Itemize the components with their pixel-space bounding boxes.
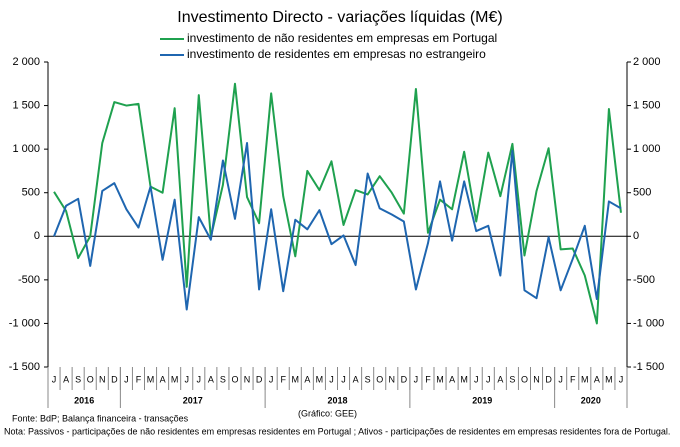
x-tick-label: N bbox=[389, 374, 396, 384]
x-tick-label: M bbox=[436, 374, 444, 384]
x-tick-label: J bbox=[619, 374, 624, 384]
x-tick-label: O bbox=[376, 374, 383, 384]
x-tick-label: J bbox=[414, 374, 419, 384]
y2-tick-label: 1 000 bbox=[633, 143, 661, 155]
y2-tick-label: 0 bbox=[633, 230, 639, 242]
year-label: 2017 bbox=[183, 395, 203, 405]
x-tick-label: J bbox=[124, 374, 129, 384]
x-tick-label: M bbox=[171, 374, 179, 384]
x-tick-label: J bbox=[52, 374, 57, 384]
y2-tick-label: -1 500 bbox=[633, 361, 664, 373]
chart-title: Investimento Directo - variações líquida… bbox=[177, 9, 502, 26]
x-tick-label: J bbox=[486, 374, 491, 384]
x-tick-label: M bbox=[316, 374, 324, 384]
x-tick-label: J bbox=[269, 374, 274, 384]
series-line bbox=[53, 142, 622, 311]
y-tick-label: -500 bbox=[18, 274, 40, 286]
x-tick-label: A bbox=[497, 374, 503, 384]
year-label: 2016 bbox=[74, 395, 94, 405]
note: Nota: Passivos - participações de não re… bbox=[4, 426, 670, 436]
x-tick-label: N bbox=[533, 374, 540, 384]
x-tick-label: M bbox=[292, 374, 300, 384]
y2-tick-label: 1 500 bbox=[633, 99, 661, 111]
y-tick-label: 0 bbox=[34, 230, 40, 242]
x-tick-label: M bbox=[147, 374, 155, 384]
x-tick-label: O bbox=[231, 374, 238, 384]
x-tick-label: S bbox=[220, 374, 226, 384]
year-label: 2018 bbox=[327, 395, 347, 405]
x-tick-label: A bbox=[208, 374, 214, 384]
y-tick-label: 500 bbox=[22, 187, 40, 199]
x-tick-label: F bbox=[136, 374, 142, 384]
x-tick-label: J bbox=[474, 374, 479, 384]
y-tick-label: -1 500 bbox=[9, 361, 40, 373]
x-tick-label: N bbox=[99, 374, 106, 384]
y-tick-label: -1 000 bbox=[9, 317, 40, 329]
x-tick-label: D bbox=[545, 374, 552, 384]
x-tick-label: F bbox=[280, 374, 286, 384]
series-line bbox=[53, 82, 622, 325]
y2-tick-label: 500 bbox=[633, 187, 651, 199]
y-tick-label: 2 000 bbox=[12, 56, 40, 68]
year-label: 2019 bbox=[472, 395, 492, 405]
x-tick-label: D bbox=[401, 374, 408, 384]
y-tick-label: 1 500 bbox=[12, 99, 40, 111]
source: Fonte: BdP; Balança financeira - transaç… bbox=[12, 413, 189, 423]
x-tick-label: S bbox=[365, 374, 371, 384]
x-tick-label: F bbox=[425, 374, 431, 384]
x-tick-label: F bbox=[570, 374, 576, 384]
legend-label: investimento de não residentes em empres… bbox=[187, 31, 497, 45]
x-tick-label: A bbox=[594, 374, 600, 384]
x-tick-label: D bbox=[256, 374, 263, 384]
credit: (Gráfico: GEE) bbox=[298, 408, 357, 418]
x-tick-label: D bbox=[111, 374, 118, 384]
x-tick-label: J bbox=[197, 374, 202, 384]
x-tick-label: J bbox=[329, 374, 334, 384]
x-tick-label: O bbox=[87, 374, 94, 384]
x-tick-label: A bbox=[449, 374, 455, 384]
legend-label: investimento de residentes em empresas n… bbox=[187, 47, 486, 61]
x-tick-label: S bbox=[75, 374, 81, 384]
x-tick-label: J bbox=[184, 374, 189, 384]
x-tick-label: A bbox=[160, 374, 166, 384]
x-tick-label: S bbox=[509, 374, 515, 384]
x-tick-label: O bbox=[521, 374, 528, 384]
x-tick-label: J bbox=[558, 374, 563, 384]
x-tick-label: A bbox=[353, 374, 359, 384]
y2-tick-label: -500 bbox=[633, 274, 655, 286]
x-tick-label: J bbox=[341, 374, 346, 384]
y-tick-label: 1 000 bbox=[12, 143, 40, 155]
x-tick-label: A bbox=[304, 374, 310, 384]
year-label: 2020 bbox=[581, 395, 601, 405]
y2-tick-label: -1 000 bbox=[633, 317, 664, 329]
y2-tick-label: 2 000 bbox=[633, 56, 661, 68]
x-tick-label: M bbox=[460, 374, 468, 384]
x-tick-label: N bbox=[244, 374, 251, 384]
x-tick-label: M bbox=[605, 374, 613, 384]
x-tick-label: M bbox=[581, 374, 589, 384]
x-tick-label: A bbox=[63, 374, 69, 384]
